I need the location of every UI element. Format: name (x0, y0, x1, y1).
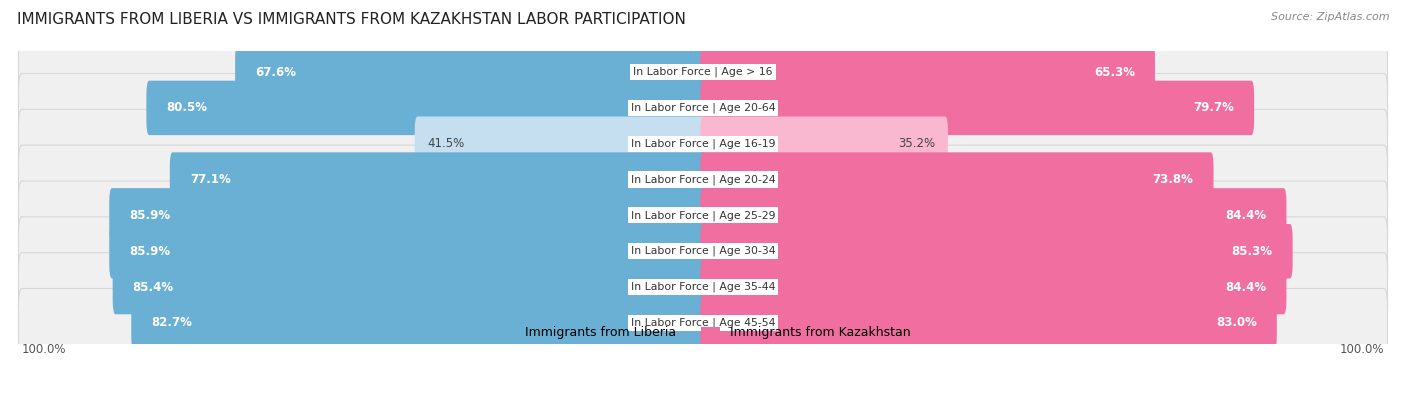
Text: In Labor Force | Age 20-64: In Labor Force | Age 20-64 (631, 103, 775, 113)
FancyBboxPatch shape (18, 73, 1388, 142)
FancyBboxPatch shape (170, 152, 706, 207)
FancyBboxPatch shape (146, 81, 706, 135)
Text: 84.4%: 84.4% (1226, 280, 1267, 293)
FancyBboxPatch shape (700, 81, 1254, 135)
FancyBboxPatch shape (18, 38, 1388, 107)
Text: 79.7%: 79.7% (1194, 102, 1234, 115)
Text: 82.7%: 82.7% (152, 316, 193, 329)
Text: 35.2%: 35.2% (897, 137, 935, 150)
FancyBboxPatch shape (235, 45, 706, 99)
Text: 85.9%: 85.9% (129, 245, 170, 258)
FancyBboxPatch shape (700, 117, 948, 171)
FancyBboxPatch shape (700, 260, 1286, 314)
Text: 100.0%: 100.0% (22, 343, 66, 356)
FancyBboxPatch shape (18, 145, 1388, 214)
Text: In Labor Force | Age > 16: In Labor Force | Age > 16 (633, 67, 773, 77)
Legend: Immigrants from Liberia, Immigrants from Kazakhstan: Immigrants from Liberia, Immigrants from… (491, 321, 915, 344)
Text: 100.0%: 100.0% (1340, 343, 1384, 356)
Text: 67.6%: 67.6% (254, 66, 297, 79)
FancyBboxPatch shape (18, 217, 1388, 286)
Text: 83.0%: 83.0% (1216, 316, 1257, 329)
Text: In Labor Force | Age 35-44: In Labor Force | Age 35-44 (631, 282, 775, 292)
Text: 85.3%: 85.3% (1232, 245, 1272, 258)
Text: 41.5%: 41.5% (427, 137, 465, 150)
FancyBboxPatch shape (110, 224, 706, 278)
Text: In Labor Force | Age 20-24: In Labor Force | Age 20-24 (631, 174, 775, 185)
FancyBboxPatch shape (18, 109, 1388, 178)
Text: IMMIGRANTS FROM LIBERIA VS IMMIGRANTS FROM KAZAKHSTAN LABOR PARTICIPATION: IMMIGRANTS FROM LIBERIA VS IMMIGRANTS FR… (17, 12, 686, 27)
Text: In Labor Force | Age 25-29: In Labor Force | Age 25-29 (631, 210, 775, 221)
Text: In Labor Force | Age 45-54: In Labor Force | Age 45-54 (631, 318, 775, 328)
FancyBboxPatch shape (18, 253, 1388, 322)
FancyBboxPatch shape (700, 188, 1286, 243)
Text: Source: ZipAtlas.com: Source: ZipAtlas.com (1271, 12, 1389, 22)
FancyBboxPatch shape (415, 117, 706, 171)
Text: 80.5%: 80.5% (166, 102, 207, 115)
FancyBboxPatch shape (700, 152, 1213, 207)
FancyBboxPatch shape (700, 45, 1154, 99)
Text: 84.4%: 84.4% (1226, 209, 1267, 222)
FancyBboxPatch shape (700, 296, 1277, 350)
Text: 77.1%: 77.1% (190, 173, 231, 186)
FancyBboxPatch shape (112, 260, 706, 314)
FancyBboxPatch shape (110, 188, 706, 243)
Text: 65.3%: 65.3% (1094, 66, 1135, 79)
Text: In Labor Force | Age 16-19: In Labor Force | Age 16-19 (631, 139, 775, 149)
Text: 73.8%: 73.8% (1153, 173, 1194, 186)
Text: 85.9%: 85.9% (129, 209, 170, 222)
FancyBboxPatch shape (131, 296, 706, 350)
Text: In Labor Force | Age 30-34: In Labor Force | Age 30-34 (631, 246, 775, 256)
FancyBboxPatch shape (700, 224, 1292, 278)
FancyBboxPatch shape (18, 288, 1388, 357)
FancyBboxPatch shape (18, 181, 1388, 250)
Text: 85.4%: 85.4% (132, 280, 174, 293)
